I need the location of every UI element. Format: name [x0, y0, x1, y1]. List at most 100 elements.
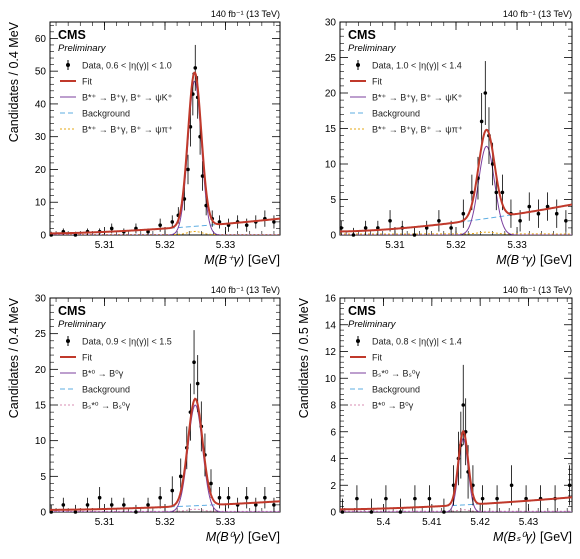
- data-point-marker: [272, 220, 276, 224]
- y-tick-label: 2: [330, 481, 336, 492]
- data-point: [109, 497, 114, 512]
- data-point-marker: [193, 66, 198, 70]
- y-axis-label: Candidates / 0.4 MeV: [7, 21, 21, 142]
- legend-label: B*⁺ → B⁺γ, B⁺ → ψπ⁺: [82, 125, 173, 135]
- x-tick-label: 5.41: [422, 517, 442, 528]
- data-point-marker: [170, 488, 175, 493]
- data-point-marker: [272, 503, 276, 507]
- legend-label: B*⁺ → B⁺γ, B⁺ → ψK⁺: [82, 93, 173, 103]
- data-point-marker: [217, 220, 222, 224]
- data-point-marker: [73, 233, 78, 237]
- data-point: [193, 44, 198, 91]
- data-point-marker: [263, 495, 267, 500]
- experiment-label: CMS: [58, 304, 86, 318]
- data-point: [480, 485, 485, 512]
- data-point-marker: [567, 483, 572, 488]
- x-axis-label-unit: [GeV]: [540, 253, 572, 267]
- data-point-marker: [495, 496, 499, 501]
- y-tick-label: 50: [35, 67, 47, 78]
- data-point: [340, 498, 345, 514]
- legend-label: Bₛ*⁰ → Bₛ⁰γ: [372, 369, 420, 379]
- y-axis-label: Candidates / 0.5 MeV: [297, 297, 311, 418]
- data-point: [567, 465, 572, 506]
- data-point-marker: [244, 495, 249, 500]
- y-tick-label: 15: [325, 124, 337, 135]
- data-point: [509, 465, 514, 506]
- legend-entry: Data, 0.9 < |η(γ)| < 1.5: [66, 336, 172, 347]
- legend-label: Background: [372, 385, 420, 395]
- x-tick-label: 5.32: [446, 240, 466, 251]
- data-point-marker: [470, 190, 474, 195]
- x-axis-label-unit: [GeV]: [540, 530, 572, 544]
- signal-curve: [340, 145, 572, 235]
- y-tick-label: 10: [325, 374, 337, 385]
- legend-entry: Background: [60, 109, 130, 119]
- data-point-marker: [355, 496, 359, 501]
- data-point-marker: [351, 233, 356, 237]
- legend-entry: Data, 0.6 < |η(γ)| < 1.0: [66, 60, 172, 71]
- x-axis-label-main: M(B⁺γ): [204, 253, 244, 267]
- data-point-marker: [412, 233, 417, 237]
- data-point-marker: [461, 403, 466, 407]
- data-point-marker: [545, 204, 550, 209]
- data-point: [226, 487, 231, 509]
- signal-curve: [50, 80, 280, 235]
- y-tick-label: 0: [330, 231, 336, 242]
- data-point-marker: [437, 219, 441, 223]
- x-axis-label-unit: [GeV]: [248, 253, 280, 267]
- legend-label: Background: [82, 385, 130, 395]
- data-point: [369, 498, 374, 514]
- legend-entry: Bₛ*⁰ → Bₛ⁰γ: [60, 401, 130, 411]
- x-axis-label-main: M(B⁰γ): [206, 530, 244, 544]
- fit-curve: [340, 429, 572, 511]
- x-axis-label: M(B⁰γ) [GeV]: [206, 530, 280, 544]
- data-point-marker: [480, 496, 485, 501]
- y-tick-label: 30: [35, 294, 47, 305]
- legend-label: Background: [372, 109, 420, 119]
- data-point: [536, 199, 541, 228]
- x-axis-label: M(B⁺γ) [GeV]: [496, 253, 572, 267]
- data-point-marker: [85, 503, 90, 507]
- legend-entry: B*⁺ → B⁺γ, B⁺ → ψK⁺: [350, 93, 463, 103]
- x-tick-label: 5.31: [95, 240, 115, 251]
- legend-entry: Background: [60, 385, 130, 395]
- chart-panel-1: 0 10 20 30 40 50 60 5.31 5.32 5.33 M(B⁺γ) [GeV] Cand…: [7, 9, 281, 267]
- legend-entry: B*⁰ → B⁰γ: [60, 369, 124, 379]
- y-tick-label: 0: [40, 508, 46, 519]
- y-tick-label: 25: [35, 329, 47, 340]
- data-point-marker: [186, 167, 190, 172]
- y-tick-label: 60: [35, 34, 47, 45]
- data-point-marker: [461, 211, 466, 216]
- data-point: [355, 485, 359, 512]
- data-point: [339, 220, 344, 235]
- legend-marker-point: [66, 63, 70, 67]
- data-point-marker: [398, 510, 403, 514]
- data-point: [122, 497, 126, 512]
- x-tick-label: 5.33: [216, 240, 236, 251]
- y-tick-label: 10: [325, 160, 337, 171]
- data-point: [461, 199, 466, 228]
- fit-curve: [50, 71, 280, 235]
- data-point: [564, 210, 568, 232]
- data-point: [134, 504, 138, 514]
- data-point-marker: [217, 495, 222, 500]
- data-point: [272, 497, 276, 512]
- data-point: [134, 223, 138, 234]
- status-label: Preliminary: [348, 43, 397, 54]
- y-tick-label: 0: [40, 231, 46, 242]
- x-axis-label-unit: [GeV]: [248, 530, 280, 544]
- data-point-marker: [97, 495, 102, 500]
- data-point: [253, 497, 258, 512]
- data-point: [538, 485, 543, 512]
- data-point-marker: [479, 119, 484, 124]
- data-point-marker: [388, 219, 392, 223]
- y-tick-label: 30: [35, 132, 47, 143]
- x-tick-label: 5.43: [519, 517, 539, 528]
- legend-label: Fit: [372, 77, 382, 87]
- legend-label: Data, 0.9 < |η(γ)| < 1.5: [82, 337, 172, 347]
- data-point: [244, 487, 249, 509]
- y-tick-label: 40: [35, 99, 47, 110]
- x-axis-label-main: M(Bₛ⁰γ): [493, 530, 536, 544]
- data-point-marker: [146, 229, 150, 234]
